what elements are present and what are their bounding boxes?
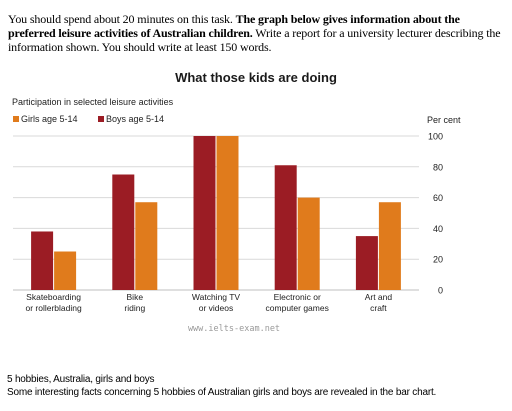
bar [355,236,378,290]
chart-subtitle: Participation in selected leisure activi… [12,97,174,107]
bar [193,136,216,290]
y-tick-label: 80 [433,162,443,172]
x-tick-label: craft [370,303,387,313]
legend-label: Boys age 5-14 [106,114,164,124]
task-intro: You should spend about 20 minutes on thi… [8,12,236,26]
y-tick-label: 60 [433,193,443,203]
bar [216,136,239,290]
bar [31,231,54,290]
watermark-text: www.ielts-exam.net [188,324,280,334]
x-tick-label: Skateboarding [26,292,81,302]
bar [297,197,320,290]
x-tick-label: riding [124,303,145,313]
legend-swatch [13,116,19,122]
x-tick-label: or rollerblading [25,303,81,313]
bar [378,202,401,290]
x-tick-label: computer games [266,303,329,313]
task-bold-text: The graph below gives information about … [8,12,460,40]
y-axis-label: Per cent [427,115,461,125]
y-tick-label: 40 [433,224,443,234]
bar [135,202,158,290]
footer-line-2: Some interesting facts concerning 5 hobb… [7,387,437,398]
bar [54,251,77,290]
x-tick-label: Art and [365,292,393,302]
y-tick-label: 0 [438,286,443,296]
x-tick-label: Watching TV [192,292,241,302]
chart-title: What those kids are doing [175,70,337,85]
x-tick-label: Bike [127,292,144,302]
y-tick-label: 20 [433,255,443,265]
bar [112,174,135,290]
x-tick-label: Electronic or [274,292,321,302]
legend-swatch [98,116,104,122]
y-tick-label: 100 [428,132,443,142]
x-tick-label: or videos [199,303,234,313]
footer-line-1: 5 hobbies, Australia, girls and boys [7,374,155,385]
legend-label: Girls age 5-14 [21,114,78,124]
bar [274,165,297,290]
task-rest: Write a report for a university lecturer… [8,26,501,54]
task-instructions: You should spend about 20 minutes on thi… [8,12,506,54]
